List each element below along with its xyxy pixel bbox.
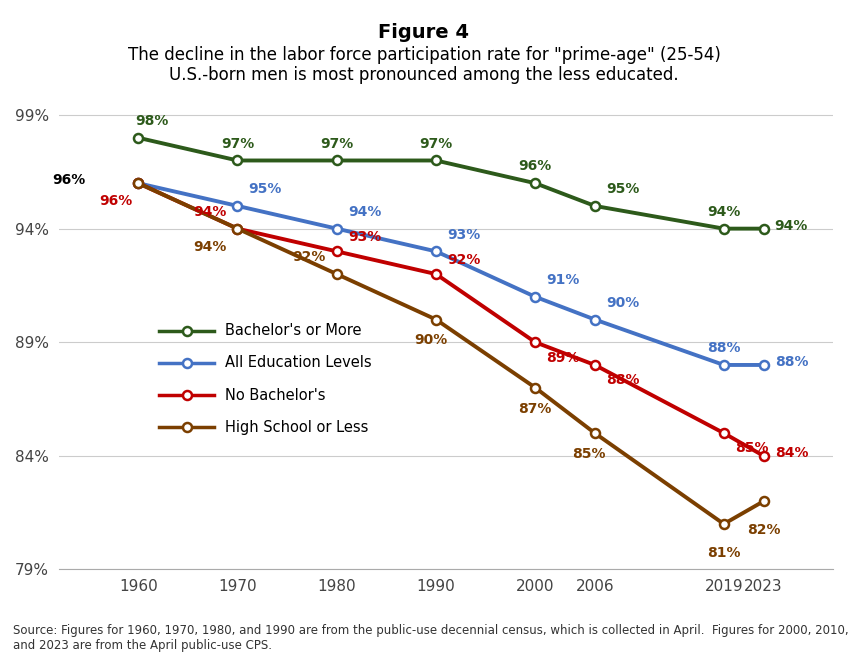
Text: 97%: 97% bbox=[220, 137, 254, 151]
Text: 88%: 88% bbox=[774, 355, 808, 369]
Text: 96%: 96% bbox=[99, 195, 132, 208]
Text: All Education Levels: All Education Levels bbox=[226, 356, 372, 371]
Text: 81%: 81% bbox=[707, 546, 740, 560]
Text: 92%: 92% bbox=[293, 250, 326, 265]
Text: 95%: 95% bbox=[248, 182, 282, 196]
Text: 94%: 94% bbox=[707, 205, 740, 219]
Text: 96%: 96% bbox=[53, 174, 86, 187]
Text: 96%: 96% bbox=[519, 159, 552, 174]
Text: 92%: 92% bbox=[447, 253, 481, 267]
Text: 85%: 85% bbox=[735, 441, 768, 455]
Text: U.S.-born men is most pronounced among the less educated.: U.S.-born men is most pronounced among t… bbox=[170, 66, 678, 83]
Text: 95%: 95% bbox=[606, 182, 639, 196]
Text: High School or Less: High School or Less bbox=[226, 420, 369, 435]
Text: The decline in the labor force participation rate for "prime-age" (25-54): The decline in the labor force participa… bbox=[127, 46, 721, 64]
Text: No Bachelor's: No Bachelor's bbox=[226, 388, 326, 403]
Text: 93%: 93% bbox=[447, 228, 480, 242]
Text: 87%: 87% bbox=[519, 402, 552, 415]
Text: 98%: 98% bbox=[136, 114, 169, 128]
Text: 94%: 94% bbox=[774, 219, 808, 233]
Text: 84%: 84% bbox=[774, 446, 808, 460]
Text: 94%: 94% bbox=[193, 205, 226, 219]
Text: 94%: 94% bbox=[348, 205, 382, 219]
Text: 82%: 82% bbox=[747, 523, 780, 538]
Text: Bachelor's or More: Bachelor's or More bbox=[226, 324, 362, 338]
Text: 97%: 97% bbox=[420, 137, 453, 151]
Text: 91%: 91% bbox=[546, 273, 580, 287]
Text: Source: Figures for 1960, 1970, 1980, and 1990 are from the public-use decennial: Source: Figures for 1960, 1970, 1980, an… bbox=[13, 624, 848, 652]
Text: 88%: 88% bbox=[606, 373, 639, 387]
Text: 90%: 90% bbox=[606, 296, 639, 310]
Text: 85%: 85% bbox=[572, 447, 606, 461]
Text: 93%: 93% bbox=[348, 231, 381, 244]
Text: 88%: 88% bbox=[707, 341, 740, 355]
Text: Figure 4: Figure 4 bbox=[378, 23, 470, 42]
Text: 97%: 97% bbox=[321, 137, 354, 151]
Text: 89%: 89% bbox=[546, 350, 580, 365]
Text: 90%: 90% bbox=[414, 333, 447, 347]
Text: 94%: 94% bbox=[193, 240, 226, 253]
